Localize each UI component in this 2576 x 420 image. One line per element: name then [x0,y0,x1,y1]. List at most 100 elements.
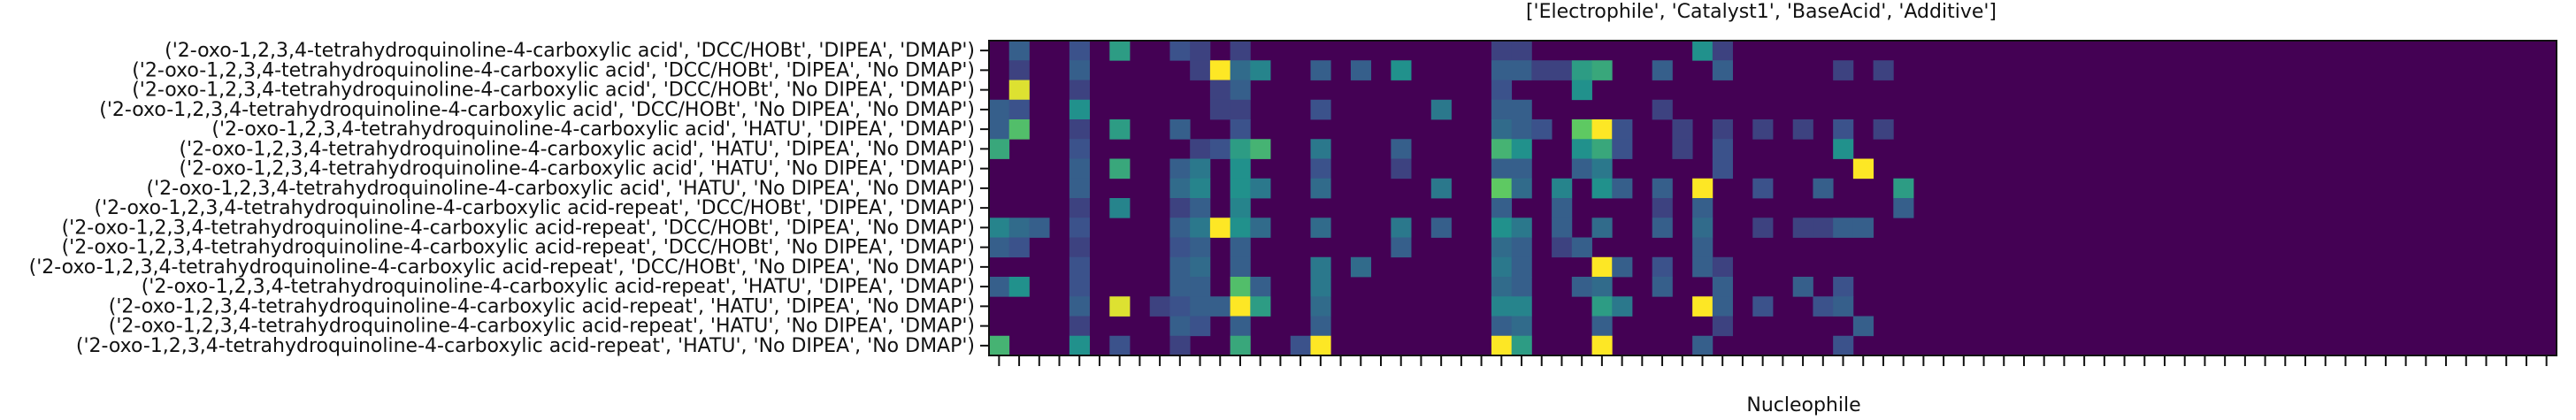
heatmap-cell [1230,335,1251,356]
heatmap-cell [1169,335,1191,356]
heatmap-cell [1591,178,1613,199]
heatmap-cell [1008,218,1030,238]
heatmap-cell [1571,139,1592,159]
heatmap-cell [1712,256,1733,278]
row-label: ('2-oxo-1,2,3,4-tetrahydroquinoline-4-ca… [142,276,975,298]
heatmap-cell [1591,277,1613,297]
heatmap-cell [1552,178,1573,199]
heatmap-cell [1069,316,1090,337]
chart-title: ['Electrophile', 'Catalyst1', 'BaseAcid'… [1526,1,1997,23]
heatmap-cell [1209,80,1231,101]
heatmap-cell [1491,80,1513,101]
heatmap-cell [1712,41,1733,61]
heatmap-cell [1511,158,1532,179]
heatmap-cell [1511,316,1532,337]
heatmap-cell [1752,218,1774,238]
heatmap-cell [1491,237,1513,258]
heatmap-cell [1552,218,1573,238]
heatmap-cell [1190,41,1211,61]
row-label: ('2-oxo-1,2,3,4-tetrahydroquinoline-4-ca… [132,59,975,81]
heatmap-cell [1230,277,1251,297]
heatmap-cell [1511,218,1532,238]
heatmap-cell [1230,178,1251,199]
heatmap-cell [1230,41,1251,61]
heatmap-cell [1571,277,1592,297]
heatmap-cell [1813,296,1834,317]
heatmap-cell [1491,218,1513,238]
heatmap-cell [1792,119,1813,140]
heatmap-cell [989,277,1010,297]
heatmap-cell [1571,158,1592,179]
heatmap-cell [1833,296,1854,317]
heatmap-cell [1290,335,1311,356]
heatmap-cell [1069,60,1090,80]
heatmap-cell [1873,119,1894,140]
heatmap-cell [1511,178,1532,199]
plot-frame [988,40,2557,356]
row-label: ('2-oxo-1,2,3,4-tetrahydroquinoline-4-ca… [29,256,975,279]
heatmap-cell [1813,218,1834,238]
heatmap-cell [1612,256,1633,278]
heatmap-cell [1491,198,1513,218]
heatmap-cell [1491,335,1513,356]
heatmap-cell [1169,277,1191,297]
heatmap-cell [1591,296,1613,317]
heatmap-cell [1250,178,1271,199]
heatmap-cell [1893,178,1914,199]
heatmap-cell [1230,316,1251,337]
heatmap-cell [1230,296,1251,317]
heatmap-cell [1511,335,1532,356]
heatmap-cell [1069,139,1090,159]
heatmap-cell [1692,256,1714,278]
heatmap-cell [1833,218,1854,238]
heatmap-plot-area [988,40,2557,356]
heatmap-cell [1069,178,1090,199]
heatmap-cell [1692,296,1714,317]
heatmap-cell [1069,80,1090,101]
heatmap-cell [1008,119,1030,140]
heatmap-cell [1672,139,1693,159]
heatmap-cell [1209,296,1231,317]
heatmap-cell [1230,60,1251,80]
heatmap-cell [1310,178,1331,199]
heatmap-cell [1552,198,1573,218]
heatmap-cell [1511,139,1532,159]
heatmap-cell [1752,119,1774,140]
heatmap-cell [1511,41,1532,61]
heatmap-cell [1692,198,1714,218]
heatmap-cell [1712,316,1733,337]
heatmap-cell [1310,99,1331,120]
heatmap-cell [1169,237,1191,258]
heatmap-cell [1612,119,1633,140]
heatmap-cell [1491,296,1513,317]
row-label: ('2-oxo-1,2,3,4-tetrahydroquinoline-4-ca… [211,118,975,141]
heatmap-cell [1069,158,1090,179]
heatmap-cell [1391,218,1412,238]
heatmap-cell [1491,158,1513,179]
heatmap-cell [1169,41,1191,61]
row-label: ('2-oxo-1,2,3,4-tetrahydroquinoline-4-ca… [109,316,975,338]
heatmap-cell [1430,218,1452,238]
heatmap-cell [1190,139,1211,159]
heatmap-cell [1149,296,1170,317]
heatmap-cell [1430,99,1452,120]
heatmap-cell [989,139,1010,159]
heatmap-cell [1169,218,1191,238]
heatmap-cell [989,237,1010,258]
heatmap-cell [1712,296,1733,317]
heatmap-cell [1310,158,1331,179]
heatmap-cell [1893,198,1914,218]
heatmap-cell [1310,277,1331,297]
heatmap-cell [1692,237,1714,258]
row-label: ('2-oxo-1,2,3,4-tetrahydroquinoline-4-ca… [99,99,975,121]
heatmap-cell [1310,256,1331,278]
heatmap-cell [1833,335,1854,356]
heatmap-cell [1852,218,1874,238]
heatmap-cell [1230,80,1251,101]
row-label: ('2-oxo-1,2,3,4-tetrahydroquinoline-4-ca… [109,295,975,317]
heatmap-cell [1712,139,1733,159]
heatmap-cell [1571,237,1592,258]
heatmap-cell [1069,198,1090,218]
heatmap-cell [1852,158,1874,179]
